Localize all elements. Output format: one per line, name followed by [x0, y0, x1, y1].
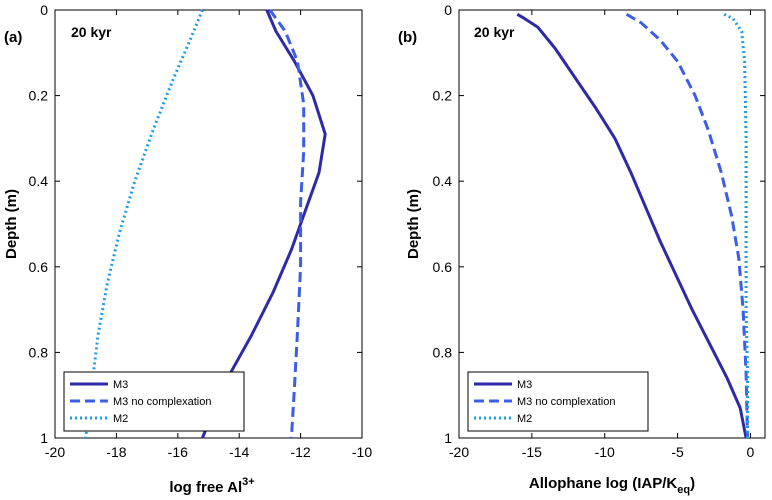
- panel-b-series-line-m2: [723, 12, 749, 438]
- panel-b-series-line-m3: [516, 13, 748, 439]
- panel-b-ytick-label: 0: [444, 2, 452, 18]
- panel-a-annotation: 20 kyr: [71, 24, 112, 40]
- panel-a-series-line-m2: [84, 9, 204, 439]
- panel-b-ytick-label: 0.2: [433, 88, 453, 104]
- panel-a-xlabel: log free Al3+: [169, 476, 254, 496]
- panel-a-legend: M3 M3 no complexation M2: [63, 371, 245, 432]
- panel-b-annotation: 20 kyr: [474, 24, 515, 40]
- panel-a-ytick-label: 0.8: [29, 344, 49, 360]
- panel-b-ytick-label: 1: [444, 430, 452, 446]
- panel-b-series: [516, 12, 749, 439]
- panel-b-ticks: -20 -15 -10 -5 0 0 0.2 0.4 0.6 0.8 1: [433, 2, 765, 460]
- panel-b-xlabel: Allophane log (IAP/Keq): [529, 475, 695, 496]
- panel-a-series-line-m3-no-complexation: [268, 9, 306, 439]
- panel-a-ticks: -20 -18 -16 -14 -12 -10 0 0.2 0.4 0.6 0.8 1: [29, 2, 373, 460]
- panel-a-ytick-label: 0: [40, 2, 48, 18]
- panel-a-legend-label-m3nc: M3 no complexation: [113, 396, 211, 408]
- panel-b-ytick-label: 0.6: [433, 259, 453, 275]
- panel-b-xlabel-close: ): [690, 475, 695, 492]
- panel-b-legend-label-m3: M3: [517, 379, 532, 391]
- panel-a-legend-label-m2: M2: [113, 413, 128, 425]
- panel-a-xtick-label: -10: [352, 444, 372, 460]
- panel-b-xlabel-main: Allophane log (IAP/K: [529, 475, 677, 492]
- panel-a-plot-area: [54, 9, 363, 439]
- panel-a: -20 -18 -16 -14 -12 -10 0 0.2 0.4 0.6 0.8 1 (a) 20 …: [3, 2, 372, 496]
- panel-b-xtick-label: -10: [595, 444, 615, 460]
- panel-a-ytick-label: 0.6: [29, 259, 49, 275]
- panel-b-series-line-m3-no-complexation: [625, 13, 749, 439]
- panel-b: -20 -15 -10 -5 0 0 0.2 0.4 0.6 0.8 1 (b) 20 kyr De…: [398, 2, 766, 496]
- panel-a-xtick-label: -20: [45, 444, 65, 460]
- panel-b-legend: M3 M3 no complexation M2: [467, 371, 649, 432]
- panel-b-plot-area: [458, 9, 766, 439]
- panel-a-xlabel-main: log free Al: [169, 479, 242, 496]
- panel-b-xtick-label: -5: [671, 444, 684, 460]
- panel-b-xtick-label: 0: [747, 444, 755, 460]
- panel-b-legend-label-m3nc: M3 no complexation: [517, 396, 615, 408]
- panel-b-xtick-label: -15: [522, 444, 542, 460]
- panel-b-ytick-label: 0.8: [433, 344, 453, 360]
- panel-a-ytick-label: 1: [40, 430, 48, 446]
- panel-b-xtick-label: -20: [449, 444, 469, 460]
- panel-a-legend-label-m3: M3: [113, 379, 128, 391]
- panel-b-ylabel: Depth (m): [405, 189, 422, 259]
- panel-a-xtick-label: -12: [290, 444, 310, 460]
- panel-b-ytick-label: 0.4: [433, 173, 453, 189]
- panel-a-xlabel-sup: 3+: [242, 476, 255, 488]
- panel-a-xtick-label: -18: [106, 444, 126, 460]
- panel-a-letter: (a): [4, 29, 22, 46]
- panel-a-xtick-label: -14: [229, 444, 249, 460]
- panel-b-xlabel-sub: eq: [677, 484, 690, 496]
- panel-a-ytick-label: 0.4: [29, 173, 49, 189]
- panel-a-ytick-label: 0.2: [29, 88, 49, 104]
- panel-a-ylabel: Depth (m): [3, 189, 20, 259]
- panel-a-xtick-label: -16: [168, 444, 188, 460]
- panel-b-letter: (b): [398, 29, 417, 46]
- panel-b-legend-label-m2: M2: [517, 413, 532, 425]
